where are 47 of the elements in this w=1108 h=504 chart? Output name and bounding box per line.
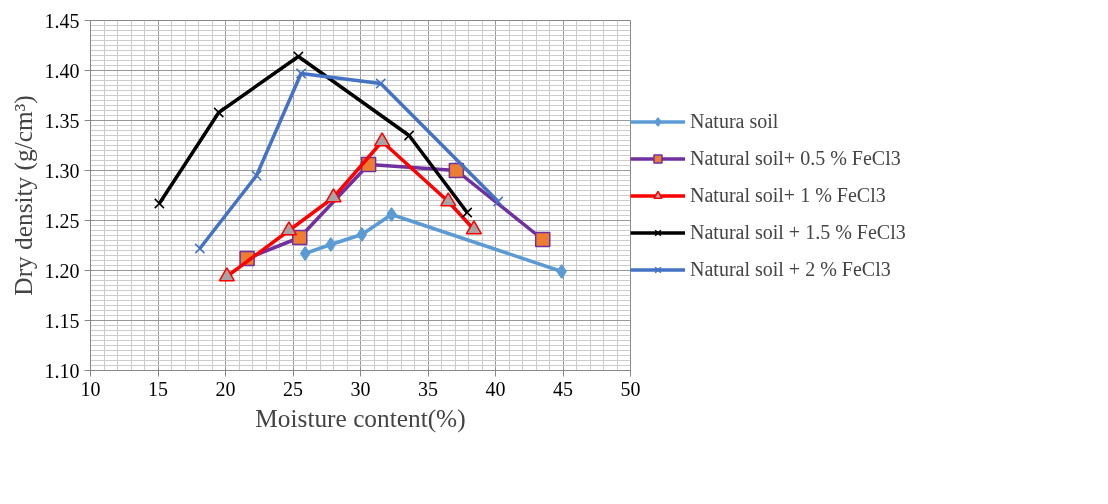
point: [492, 196, 504, 207]
point: [300, 246, 311, 261]
point: [213, 107, 225, 118]
y-tick-label: 1.25: [44, 209, 80, 232]
x-tick-label: 35: [418, 377, 438, 400]
x-tick-label: 45: [553, 377, 573, 400]
point: [218, 267, 236, 282]
y-tick-label: 1.35: [44, 109, 80, 132]
point: [375, 78, 387, 89]
point: [356, 227, 367, 242]
y-tick-label: 1.10: [44, 359, 80, 382]
point: [293, 51, 304, 62]
point: [465, 220, 483, 235]
x-tick-label: 10: [80, 377, 101, 400]
legend-label: Natural soil+ 0.5 % FeCl3: [690, 146, 901, 170]
legend-label: Natural soil+ 1 % FeCl3: [690, 183, 886, 207]
point: [280, 221, 298, 236]
point: [373, 132, 391, 147]
y-tick-label: 1.40: [44, 59, 80, 82]
point: [535, 231, 551, 248]
legend-label: Natural soil + 1.5 % FeCl3: [690, 220, 906, 244]
x-tick-label: 25: [283, 377, 303, 400]
y-tick-label: 1.45: [44, 9, 80, 32]
y-tick-label: 1.30: [44, 159, 80, 182]
y-tick-label: 1.15: [44, 309, 80, 332]
x-tick-label: 30: [350, 377, 371, 400]
x-tick-label: 15: [148, 377, 168, 400]
legend-label: Natural soil + 2 % FeCl3: [690, 257, 891, 281]
point: [194, 243, 206, 254]
point: [556, 264, 567, 279]
point: [325, 188, 342, 203]
point: [295, 68, 307, 79]
point: [386, 207, 397, 222]
x-tick-label: 50: [620, 377, 641, 400]
legend-label: Natura soil: [690, 109, 779, 133]
y-axis-title: Dry density (g/cm³): [8, 95, 38, 296]
point: [403, 130, 415, 141]
point: [325, 237, 336, 252]
point: [251, 170, 262, 181]
point: [461, 207, 473, 218]
point: [154, 198, 165, 209]
x-tick-label: 20: [215, 377, 236, 400]
y-tick-label: 1.20: [44, 259, 80, 282]
point: [440, 192, 457, 207]
x-tick-label: 40: [485, 377, 506, 400]
point: [292, 229, 308, 246]
x-axis-title: Moisture content(%): [255, 403, 466, 433]
